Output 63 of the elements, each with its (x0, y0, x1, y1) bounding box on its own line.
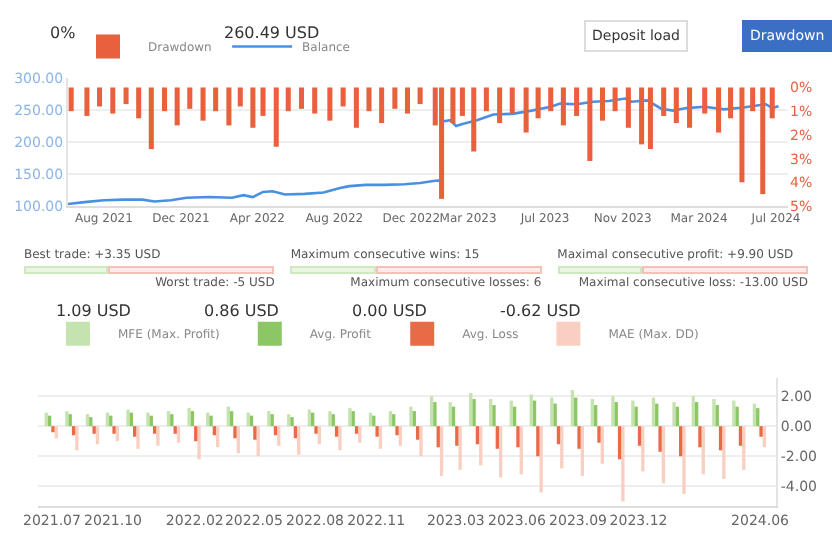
bar (599, 87, 605, 121)
bar (716, 87, 722, 133)
bar (148, 87, 154, 150)
bar (769, 87, 775, 119)
bar (523, 87, 529, 133)
text: 0% (50, 24, 77, 42)
bar (471, 87, 477, 152)
bar (162, 87, 168, 112)
bar (535, 87, 541, 119)
bar (459, 87, 465, 116)
bar (379, 87, 385, 124)
bar (187, 87, 193, 109)
bar (250, 87, 256, 128)
bar (739, 87, 745, 183)
bar (392, 87, 398, 109)
bar (439, 87, 445, 199)
bar (84, 87, 90, 116)
bar (574, 87, 580, 116)
line-series (68, 97, 780, 206)
bar (298, 87, 304, 109)
bar (509, 87, 515, 114)
bar (340, 87, 346, 107)
bar (497, 87, 503, 124)
bar (728, 87, 734, 119)
text: -0.62 USD (500, 302, 581, 320)
bar (353, 87, 359, 128)
bar (174, 87, 180, 126)
bar (136, 87, 142, 119)
bar (587, 87, 593, 161)
bar (661, 87, 667, 116)
bar (687, 87, 693, 128)
bar (647, 87, 653, 150)
text: 260.49 USD (224, 24, 320, 42)
bar (673, 87, 679, 124)
text: 0.00 USD (352, 302, 427, 320)
bar (483, 87, 489, 112)
bar (327, 87, 333, 121)
bar (404, 87, 411, 114)
bar (625, 87, 631, 128)
bar (366, 87, 372, 112)
text: 0.86 USD (204, 302, 279, 320)
bar (560, 87, 566, 126)
bar (548, 87, 554, 112)
bar (237, 87, 243, 107)
bar (450, 87, 456, 124)
bar (200, 87, 206, 121)
bar (702, 87, 708, 114)
bar (68, 87, 74, 112)
bar (226, 87, 232, 126)
bar (639, 87, 645, 145)
text: 1.09 USD (56, 302, 131, 320)
bar (213, 87, 219, 112)
bar (260, 87, 266, 116)
bar (417, 87, 423, 105)
bar (110, 87, 116, 114)
bar (273, 87, 279, 147)
bar (123, 87, 129, 105)
bar (312, 87, 318, 114)
bar (97, 87, 103, 107)
bar (612, 87, 618, 112)
bar (750, 87, 756, 112)
bar (285, 87, 291, 112)
bar (760, 87, 766, 195)
